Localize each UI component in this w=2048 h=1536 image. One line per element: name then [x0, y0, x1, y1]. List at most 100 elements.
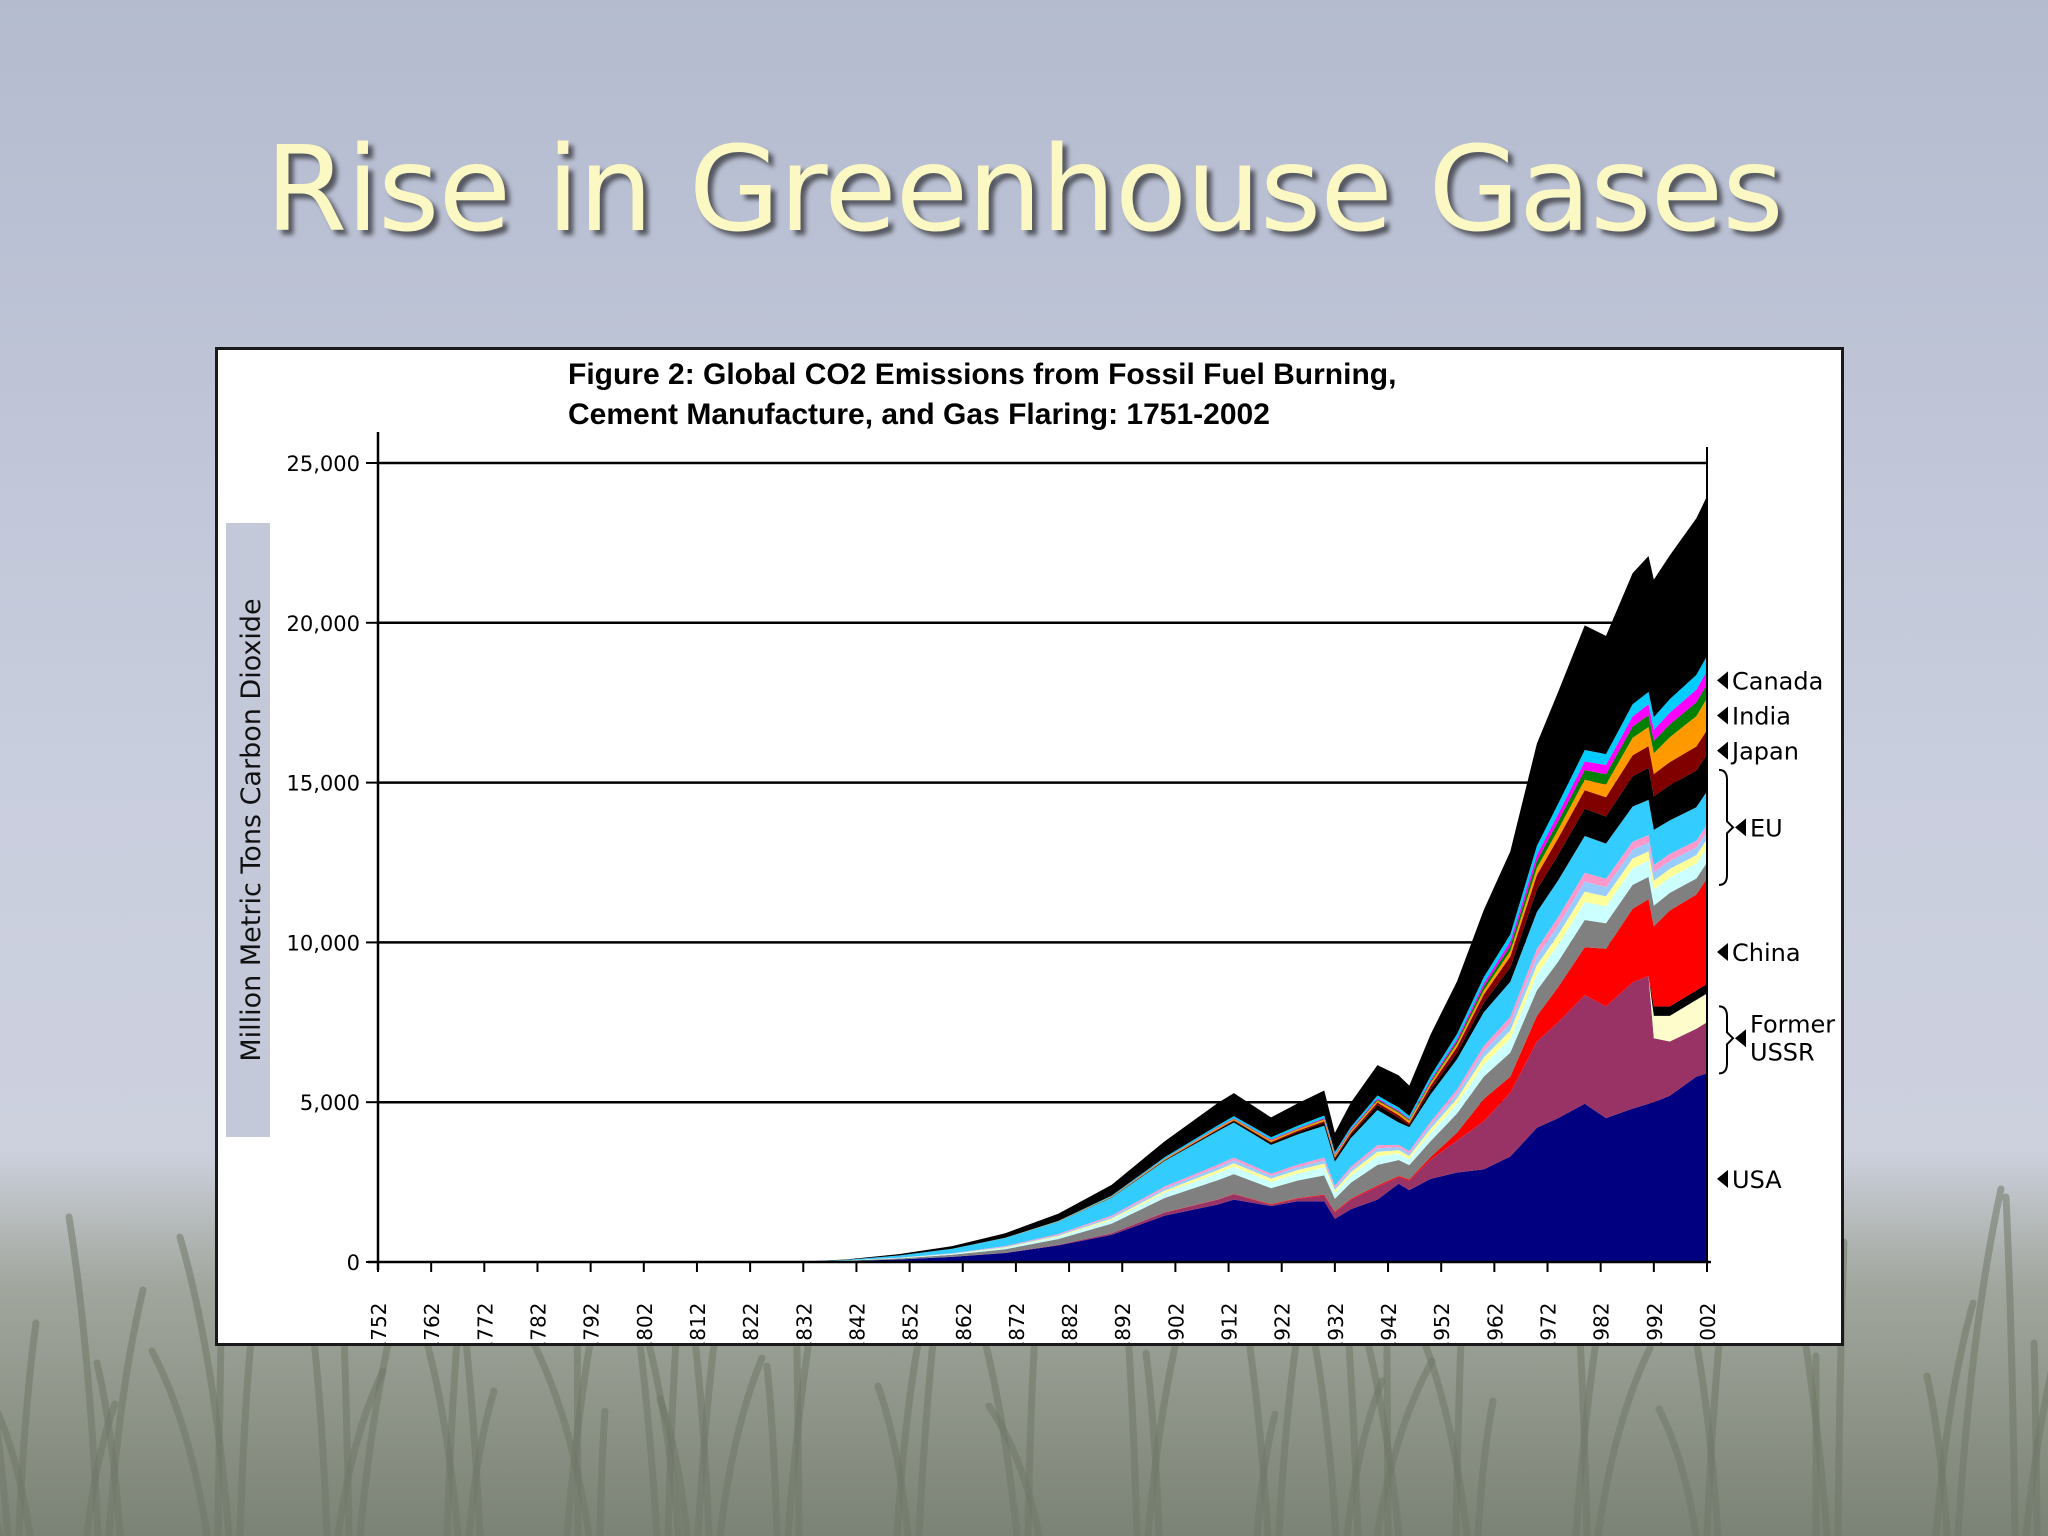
corn-leaf [15, 1319, 40, 1536]
y-tick-label: 5,000 [300, 1091, 360, 1115]
corn-leaf [1954, 1185, 2005, 1536]
corn-leaf [176, 1233, 233, 1536]
corn-leaf [1655, 1405, 1700, 1536]
corn-leaf [596, 1407, 609, 1536]
corn-leaf [1923, 1372, 1951, 1536]
stacked-areas [792, 496, 1707, 1262]
area-series-6 [792, 847, 1707, 1262]
corn-leaf [1024, 1329, 1039, 1536]
area-series-9 [792, 824, 1707, 1262]
x-tick-label: 1812 [686, 1303, 710, 1343]
area-series-8 [792, 831, 1707, 1262]
annotation-arrow [1717, 706, 1728, 725]
slide-title: Rise in Greenhouse Gases [265, 120, 1783, 258]
x-tick-label: 1972 [1537, 1303, 1561, 1343]
co2-emissions-chart: Million Metric Tons Carbon Dioxide Figur… [226, 358, 1835, 1343]
x-tick-label: 1882 [1058, 1303, 1082, 1343]
y-tick-label: 10,000 [287, 931, 360, 955]
corn-leaf [1343, 1377, 1386, 1536]
annotation-arrow [1735, 818, 1746, 837]
x-tick-label: 1832 [792, 1303, 816, 1343]
y-tick-labels: 0 5,000 10,000 15,000 20,000 25,000 [287, 452, 360, 1275]
chart-frame: Million Metric Tons Carbon Dioxide Figur… [215, 347, 1844, 1346]
x-tick-label: 1792 [580, 1303, 604, 1343]
annotation-arrow [1717, 942, 1728, 961]
annotation-label: Canada [1732, 667, 1823, 695]
corn-leaf [0, 1425, 12, 1536]
corn-leaf [527, 1334, 593, 1536]
y-tick-label: 25,000 [287, 452, 360, 476]
corn-leaf [716, 1354, 766, 1536]
corn-leaf [2030, 1339, 2041, 1536]
corn-leaf [763, 1362, 781, 1536]
area-series-5 [792, 862, 1707, 1262]
area-usa [792, 1073, 1707, 1262]
axes [366, 432, 1711, 1272]
x-tick-label: 1932 [1324, 1303, 1348, 1343]
corn-leaf [656, 1395, 691, 1536]
area-japan [792, 754, 1707, 1262]
corn-leaf [465, 1387, 498, 1536]
corn-leaf [1373, 1357, 1436, 1536]
corn-leaf [2002, 1193, 2019, 1536]
corn-leaf [1932, 1299, 1977, 1536]
x-tick-label: 1852 [899, 1303, 923, 1343]
corn-leaf [334, 1367, 387, 1536]
y-axis-label: Million Metric Tons Carbon Dioxide [236, 598, 267, 1061]
x-tick-label: 1982 [1590, 1303, 1614, 1343]
corn-leaf [93, 1359, 124, 1536]
corn-leaf [1594, 1344, 1654, 1536]
x-tick-label: 1822 [739, 1303, 763, 1343]
x-tick-label: 1942 [1377, 1303, 1401, 1343]
chart-title-line-1: Figure 2: Global CO2 Emissions from Foss… [568, 358, 1396, 391]
corn-leaf [985, 1402, 1043, 1536]
corn-leaf [83, 1400, 119, 1536]
corn-leaf [1415, 1324, 1471, 1536]
x-tick-label: 1872 [1005, 1303, 1029, 1343]
x-tick-label: 1862 [952, 1303, 976, 1343]
annotation-arrow [1735, 1029, 1746, 1048]
corn-leaf [1253, 1410, 1279, 1536]
annotation-arrow [1717, 671, 1728, 690]
annotation-bracket [1718, 768, 1735, 886]
x-tick-labels: 1752 1762 1772 1782 1792 1802 1812 1822 1832 1842… [367, 1303, 1720, 1343]
x-tick-label: 2002 [1696, 1303, 1720, 1343]
annotation-label: EU [1750, 814, 1783, 842]
x-tick-label: 1762 [420, 1303, 444, 1343]
annotation-label: USSR [1750, 1038, 1815, 1066]
x-tick-label: 1902 [1164, 1303, 1188, 1343]
annotation-label: Japan [1730, 738, 1799, 766]
area-series-12 [792, 730, 1707, 1262]
x-tick-label: 1772 [473, 1303, 497, 1343]
annotation-arrow [1717, 1169, 1728, 1188]
annotation-arrow [1717, 741, 1728, 760]
x-tick-label: 1892 [1111, 1303, 1135, 1343]
x-tick-label: 1752 [367, 1303, 391, 1343]
y-tick-label: 20,000 [287, 612, 360, 636]
chart-title-line-2: Cement Manufacture, and Gas Flaring: 175… [568, 398, 1270, 431]
corn-leaf [0, 1409, 34, 1536]
x-tick-label: 1922 [1271, 1303, 1295, 1343]
x-tick-label: 1912 [1218, 1303, 1242, 1343]
corn-leaf [148, 1347, 211, 1536]
x-tick-label: 1962 [1483, 1303, 1507, 1343]
annotation-label: USA [1732, 1166, 1782, 1194]
y-tick-label: 15,000 [287, 772, 360, 796]
area-former-ussr [792, 975, 1707, 1262]
area-series-17 [792, 496, 1707, 1262]
x-tick-label: 1802 [633, 1303, 657, 1343]
x-tick-label: 1842 [845, 1303, 869, 1343]
annotation-label: China [1732, 939, 1801, 967]
x-tick-label: 1992 [1643, 1303, 1667, 1343]
y-tick-label: 0 [347, 1251, 360, 1275]
corn-leaf [1474, 1397, 1497, 1536]
y-axis-label-background [226, 523, 270, 1137]
annotation-bracket [1718, 1005, 1735, 1075]
area-eu [792, 791, 1707, 1262]
x-tick-label: 1782 [526, 1303, 550, 1343]
annotation-label: Former [1750, 1010, 1835, 1038]
corn-leaf [105, 1286, 147, 1536]
corn-leaf [1142, 1349, 1163, 1536]
annotation-label: India [1732, 702, 1791, 730]
